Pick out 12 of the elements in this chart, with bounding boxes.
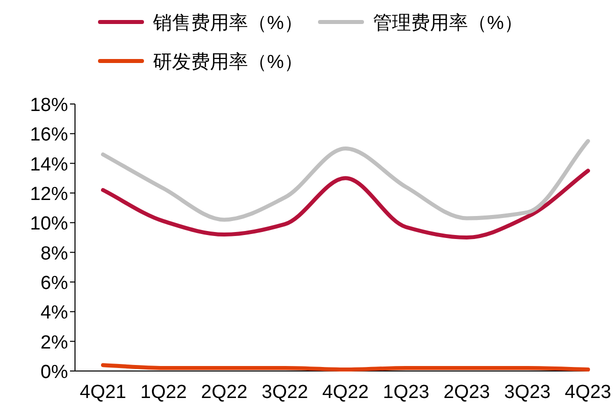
legend-label: 研发费用率（%） <box>153 51 303 73</box>
x-tick-label: 1Q23 <box>382 382 430 403</box>
x-tick-label: 3Q23 <box>504 382 551 403</box>
x-tick-label: 3Q22 <box>262 382 308 403</box>
x-tick-label: 4Q21 <box>80 382 126 403</box>
x-tick-label: 4Q22 <box>322 382 369 403</box>
x-tick-label: 4Q23 <box>564 382 612 403</box>
x-tick-label: 1Q22 <box>140 382 187 403</box>
legend-label: 销售费用率（%） <box>152 12 303 34</box>
x-tick-label: 2Q23 <box>444 382 490 403</box>
legend-label: 管理费用率（%） <box>373 12 523 34</box>
x-tick-label: 2Q22 <box>201 382 248 403</box>
